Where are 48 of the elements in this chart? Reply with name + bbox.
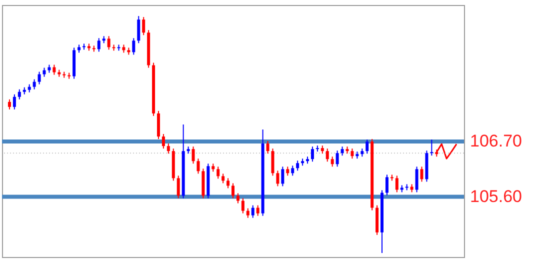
candlestick [97,38,100,52]
candlestick [196,158,200,174]
candlestick [166,143,170,154]
candlestick [366,139,369,154]
candlestick [286,166,290,176]
candlestick [176,175,180,199]
candlestick [430,139,434,156]
candlestick [395,175,398,193]
candlestick [385,174,388,196]
candlestick [52,64,56,76]
candlestick [310,146,314,162]
candlestick [32,78,36,90]
candlestick [271,148,274,176]
candlestick [232,182,234,199]
candlestick [256,204,260,216]
candlestick [336,150,339,168]
candlestick [162,134,165,150]
candlestick [420,166,424,182]
candlestick [156,110,160,140]
candlestick [226,178,230,189]
candlestick [38,71,41,85]
candlestick [236,192,240,204]
candlestick [132,38,136,56]
candlestick [340,146,344,156]
candlestick [222,173,225,184]
candlestick [330,156,334,168]
candlestick [142,16,146,36]
candlestick [246,208,250,218]
candlestick [18,88,21,100]
ref-line-label: 106.70 [470,132,522,151]
candlestick [107,36,110,50]
candlestick [276,170,280,187]
candlestick [216,166,220,180]
ref-line-label: 105.60 [470,186,522,206]
candlestick [415,166,418,193]
candlestick [281,166,284,187]
candlestick [192,146,195,164]
candlestick [350,148,354,160]
candlestick [266,140,270,154]
candlestick [326,148,329,162]
candlestick [296,160,300,172]
candlestick [12,94,16,110]
candlestick [251,204,254,218]
candlestick [241,198,244,214]
candlestick [42,67,46,78]
candlestick [137,16,140,44]
candlestick [291,165,294,176]
candlestick [8,98,11,110]
